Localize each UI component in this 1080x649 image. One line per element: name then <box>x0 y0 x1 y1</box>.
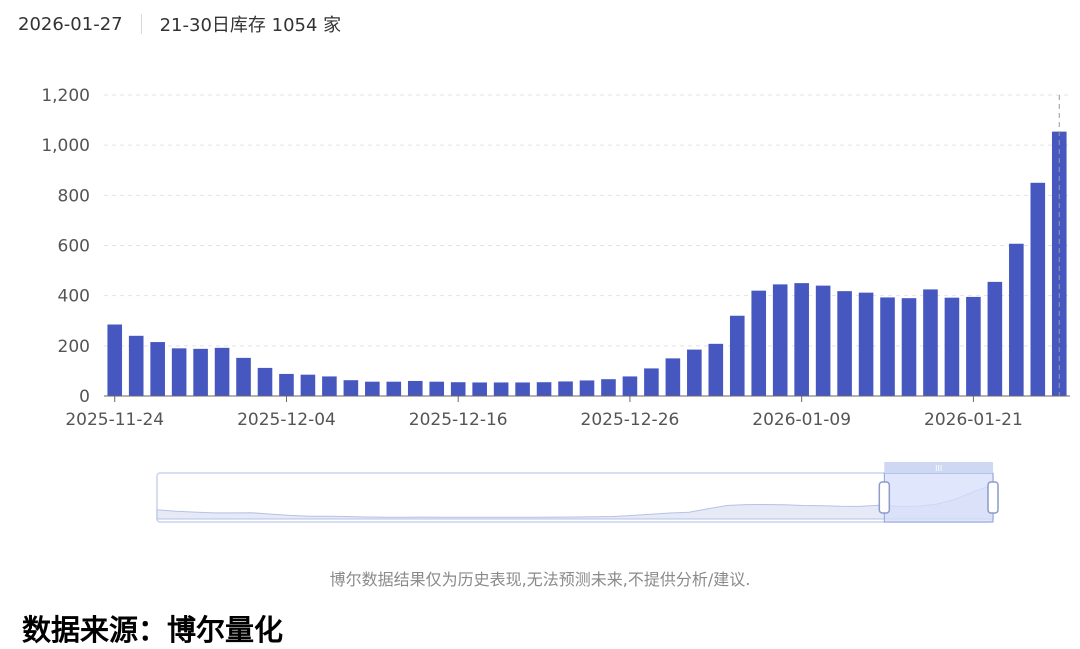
y-tick-label: 1,200 <box>41 86 90 106</box>
bar <box>837 291 852 396</box>
x-tick-label: 2025-12-16 <box>409 410 508 430</box>
datazoom-move-handle-label: III <box>935 464 942 473</box>
bar <box>472 382 487 396</box>
bar <box>171 348 187 396</box>
bar <box>601 379 616 396</box>
y-tick-label: 400 <box>58 287 90 307</box>
bar <box>236 357 251 396</box>
header-separator <box>140 14 142 34</box>
bar <box>923 289 938 396</box>
bar <box>515 382 530 396</box>
bar <box>107 324 123 396</box>
bar <box>579 380 595 396</box>
bar <box>987 281 1003 396</box>
bar <box>407 380 423 396</box>
bar <box>343 380 359 396</box>
bar-chart: 0 200 400 600 800 1,000 1,200 2025-11-24 2025-12… <box>41 86 1070 523</box>
bar <box>665 358 681 396</box>
bar <box>1030 182 1046 396</box>
y-tick-label: 200 <box>58 337 90 357</box>
bar <box>128 335 144 396</box>
bar <box>687 349 702 396</box>
disclaimer-text: 博尔数据结果仅为历史表现,无法预测未来,不提供分析/建议. <box>329 570 751 589</box>
bar <box>536 382 552 396</box>
bar <box>214 347 230 396</box>
bar <box>794 283 809 396</box>
bar <box>193 348 208 396</box>
chart-header: 2026-01-27 21-30日库存 1054 家 <box>18 10 341 38</box>
bar <box>815 285 831 396</box>
datazoom-selected-window <box>883 472 994 523</box>
bar <box>493 382 509 396</box>
y-tick-label: 0 <box>79 387 90 407</box>
bar <box>708 343 724 396</box>
bar <box>858 292 874 396</box>
x-tick-label: 2026-01-21 <box>924 410 1023 430</box>
bar <box>365 381 380 396</box>
bar <box>729 315 745 396</box>
bar <box>644 368 659 396</box>
bar <box>880 297 895 396</box>
bar <box>622 376 638 396</box>
bar <box>322 376 337 396</box>
x-tick-label: 2025-11-24 <box>65 410 164 430</box>
x-tick-label: 2025-12-26 <box>581 410 680 430</box>
bar <box>386 381 402 396</box>
bar <box>944 297 960 396</box>
bar <box>1009 243 1024 396</box>
bar <box>450 382 466 396</box>
y-tick-label: 800 <box>58 186 90 206</box>
bar <box>558 381 573 396</box>
bar <box>901 298 917 396</box>
bar <box>257 367 273 396</box>
data-source-label: 数据来源：博尔量化 <box>22 613 284 647</box>
header-summary: 21-30日库存 1054 家 <box>159 15 342 36</box>
datazoom-move-bar <box>884 462 993 473</box>
bar <box>300 374 316 396</box>
datazoom-left-handle[interactable] <box>878 481 891 514</box>
bar <box>150 342 165 396</box>
header-date: 2026-01-27 <box>18 13 123 35</box>
x-tick-label: 2026-01-09 <box>752 410 851 430</box>
bar <box>429 381 445 396</box>
bar <box>772 284 788 396</box>
bar <box>1051 131 1067 396</box>
bar <box>751 290 767 396</box>
bar <box>966 296 981 396</box>
datazoom-right-handle[interactable] <box>987 481 999 514</box>
x-tick-label: 2025-12-04 <box>237 410 336 430</box>
y-tick-label: 600 <box>58 237 90 257</box>
y-tick-label: 1,000 <box>41 136 90 156</box>
bar <box>279 373 294 396</box>
